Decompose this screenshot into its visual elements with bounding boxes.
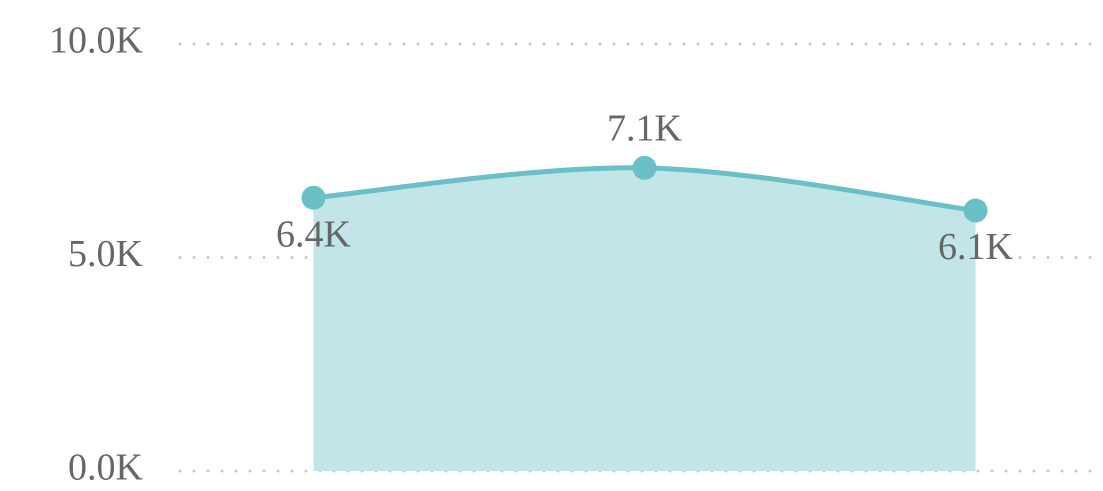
y-tick-label: 5.0K [68,233,144,275]
data-label: 6.4K [276,213,352,255]
point [301,185,326,210]
point [632,155,657,180]
data-label: 6.1K [938,226,1014,268]
area [313,167,976,471]
data-label: 7.1K [607,108,683,150]
y-tick-label: 10.0K [49,20,144,62]
point [963,198,988,223]
y-tick-label: 0.0K [68,447,144,489]
